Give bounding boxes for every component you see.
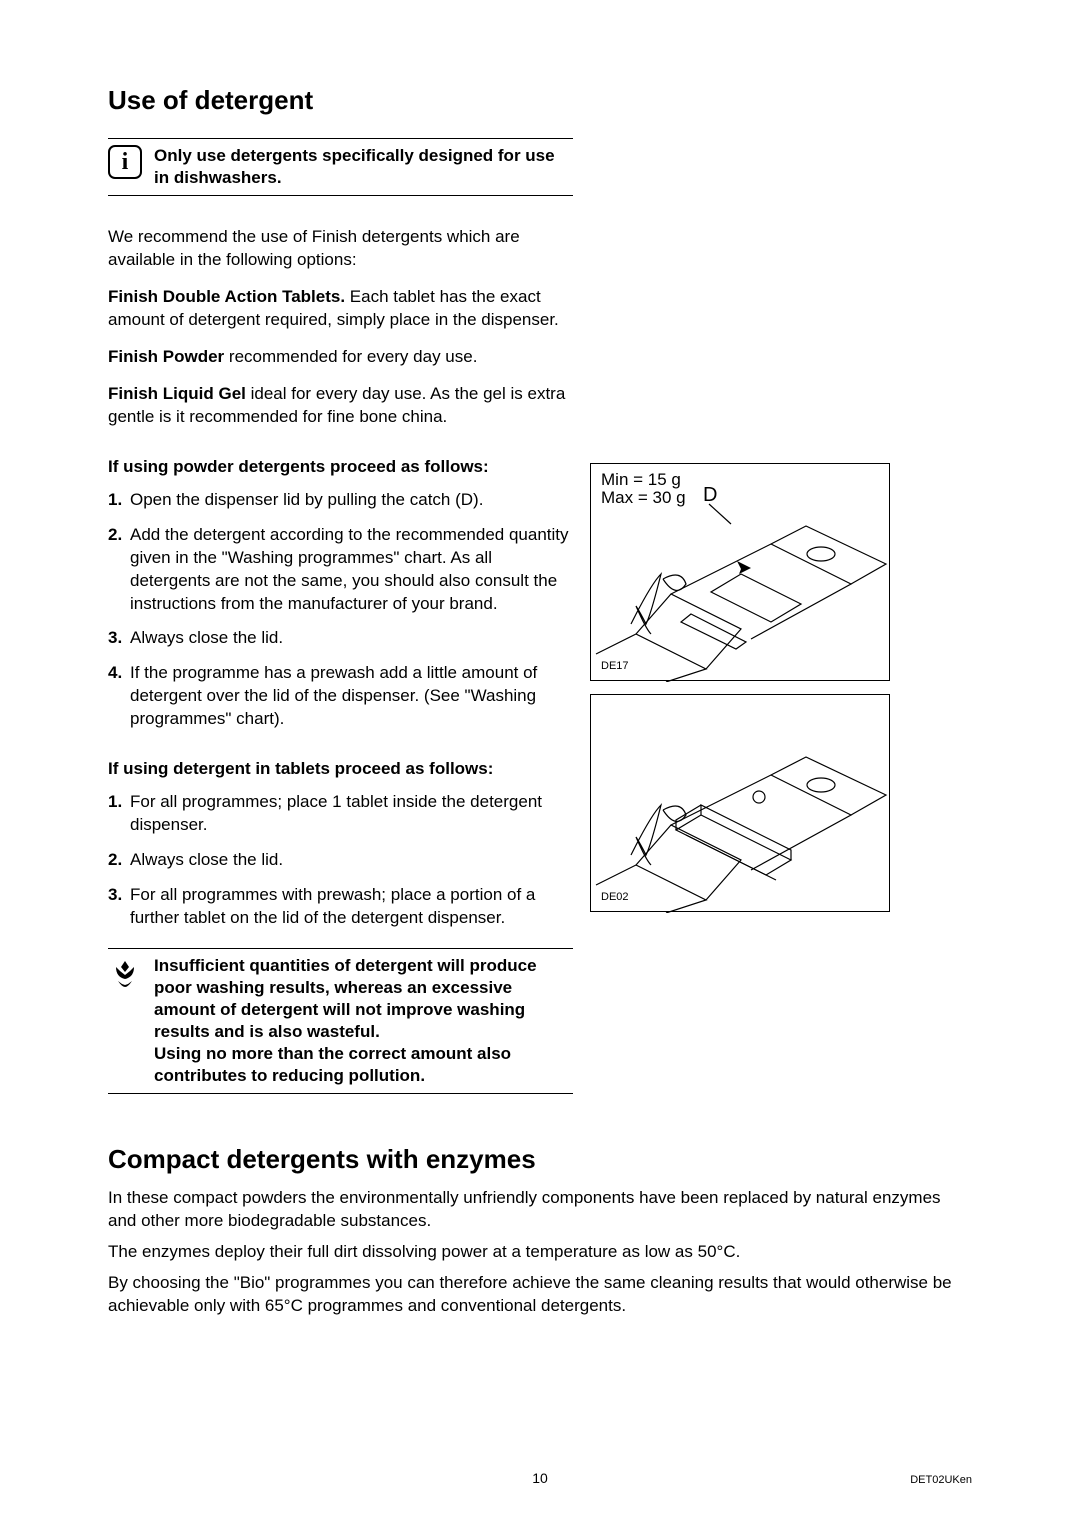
list-item: 4.If the programme has a prewash add a l… xyxy=(108,662,573,731)
finish-gel-paragraph: Finish Liquid Gel ideal for every day us… xyxy=(108,383,573,429)
info-note-text: Only use detergents specifically designe… xyxy=(154,145,573,189)
list-item: 2.Add the detergent according to the rec… xyxy=(108,524,573,616)
eco-note-text: Insufficient quantities of detergent wil… xyxy=(154,955,573,1088)
list-item: 2.Always close the lid. xyxy=(108,849,573,872)
section-heading: Use of detergent xyxy=(108,85,573,116)
list-item: 3.Always close the lid. xyxy=(108,627,573,650)
finish-gel-label: Finish Liquid Gel xyxy=(108,384,246,403)
info-callout: i Only use detergents specifically desig… xyxy=(108,138,573,196)
finish-tablets-label: Finish Double Action Tablets. xyxy=(108,287,345,306)
list-item: 1.Open the dispenser lid by pulling the … xyxy=(108,489,573,512)
tulip-icon xyxy=(108,957,142,996)
finish-powder-label: Finish Powder xyxy=(108,347,224,366)
list-item: 3.For all programmes with prewash; place… xyxy=(108,884,573,930)
finish-powder-paragraph: Finish Powder recommended for every day … xyxy=(108,346,573,369)
powder-steps-list: 1.Open the dispenser lid by pulling the … xyxy=(108,489,573,731)
compact-p2: The enzymes deploy their full dirt disso… xyxy=(108,1241,968,1264)
compact-p3: By choosing the "Bio" programmes you can… xyxy=(108,1272,968,1318)
info-icon: i xyxy=(108,145,142,179)
intro-paragraph: We recommend the use of Finish detergent… xyxy=(108,226,573,272)
finish-powder-text: recommended for every day use. xyxy=(224,347,477,366)
compact-heading: Compact detergents with enzymes xyxy=(108,1144,968,1175)
tablet-subheading: If using detergent in tablets proceed as… xyxy=(108,759,573,779)
tablet-steps-list: 1.For all programmes; place 1 tablet ins… xyxy=(108,791,573,930)
figure-de02: DE02 xyxy=(590,694,890,912)
list-item: 1.For all programmes; place 1 tablet ins… xyxy=(108,791,573,837)
powder-subheading: If using powder detergents proceed as fo… xyxy=(108,457,573,477)
eco-callout: Insufficient quantities of detergent wil… xyxy=(108,948,573,1095)
finish-tablets-paragraph: Finish Double Action Tablets. Each table… xyxy=(108,286,573,332)
fig-ref: DE02 xyxy=(601,891,629,903)
fig-ref: DE17 xyxy=(601,660,629,672)
compact-p1: In these compact powders the environment… xyxy=(108,1187,968,1233)
document-reference: DET02UKen xyxy=(910,1474,972,1486)
figure-de17: Min = 15 g Max = 30 g D DE17 xyxy=(590,463,890,681)
